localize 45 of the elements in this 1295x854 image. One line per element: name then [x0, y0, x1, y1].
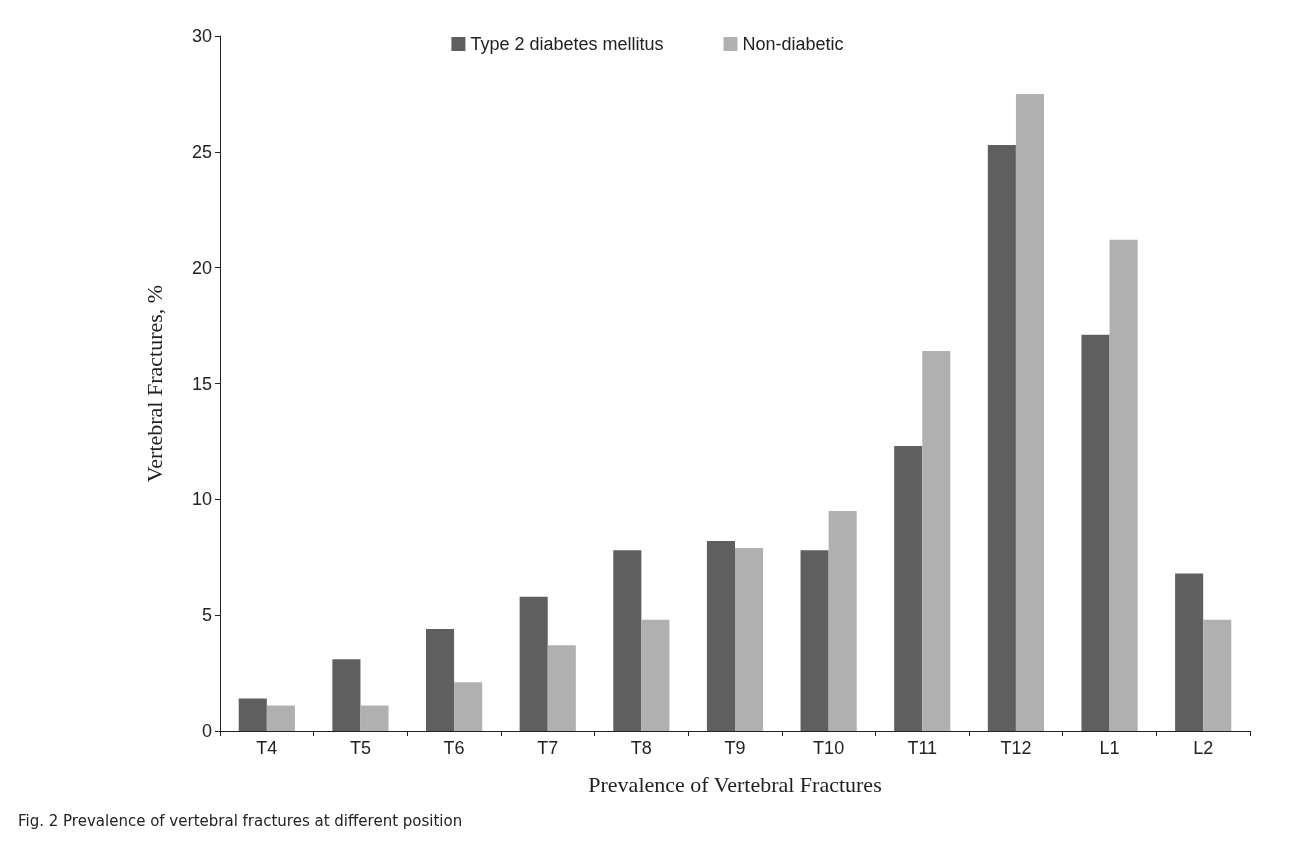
x-tick-label: L1: [1099, 738, 1120, 758]
bar: [1109, 239, 1138, 731]
x-tick-label: T5: [349, 738, 371, 758]
bar: [987, 144, 1016, 731]
bar: [332, 659, 361, 731]
bar: [266, 705, 295, 731]
bar: [735, 547, 764, 731]
bar: [1081, 334, 1110, 731]
bar: [547, 645, 576, 731]
bar: [894, 446, 923, 731]
x-tick-label: T6: [443, 738, 465, 758]
bar: [1203, 619, 1232, 731]
bar: [360, 705, 389, 731]
bar: [1175, 573, 1204, 731]
bar: [641, 619, 670, 731]
bar: [454, 682, 483, 731]
x-tick-label: T4: [256, 738, 278, 758]
bar: [1015, 93, 1044, 731]
legend-label: Non-diabetic: [742, 34, 844, 54]
y-tick-label: 20: [191, 257, 212, 278]
bar: [519, 596, 548, 731]
y-tick-label: 15: [191, 373, 212, 394]
y-tick-label: 25: [191, 141, 212, 162]
x-tick-label: T9: [724, 738, 746, 758]
bar: [426, 629, 455, 731]
y-tick-label: 0: [201, 721, 212, 741]
y-axis-title: Vertebral Fractures, %: [141, 284, 167, 483]
y-tick-label: 10: [191, 489, 212, 510]
x-tick-label: T12: [1000, 738, 1032, 758]
x-tick-label: T10: [813, 738, 845, 758]
x-tick-label: T8: [630, 738, 652, 758]
x-tick-label: L2: [1193, 738, 1214, 758]
x-axis-title: Prevalence of Vertebral Fractures: [588, 771, 882, 797]
bar: [828, 510, 857, 731]
bar: [800, 550, 829, 731]
y-tick-label: 5: [201, 605, 212, 626]
bar: [238, 698, 267, 731]
caption: Fig. 2 Prevalence of vertebral fractures at different position: [18, 812, 463, 830]
x-tick-label: T11: [907, 738, 938, 758]
bar: [706, 541, 735, 731]
bar: [922, 351, 951, 731]
bar: [613, 550, 642, 731]
y-tick-label: 30: [191, 26, 212, 46]
legend-label: Type 2 diabetes mellitus: [470, 34, 664, 54]
x-tick-label: T7: [537, 738, 559, 758]
